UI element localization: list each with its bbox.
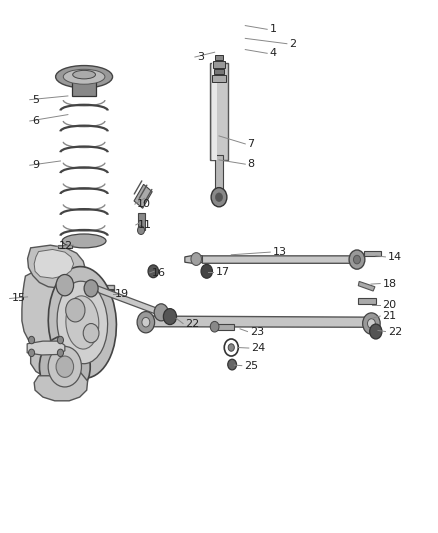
Ellipse shape: [66, 296, 99, 349]
Polygon shape: [28, 245, 85, 288]
Polygon shape: [202, 256, 357, 263]
Text: 10: 10: [137, 199, 151, 209]
Circle shape: [66, 298, 85, 322]
Text: 3: 3: [197, 52, 204, 62]
Circle shape: [228, 344, 234, 351]
Circle shape: [363, 313, 380, 334]
Text: 24: 24: [251, 343, 265, 353]
Circle shape: [28, 336, 35, 344]
Circle shape: [370, 324, 382, 339]
Polygon shape: [34, 249, 74, 278]
Circle shape: [56, 274, 74, 296]
Bar: [364, 251, 381, 256]
Circle shape: [56, 356, 74, 377]
Circle shape: [215, 193, 223, 201]
Polygon shape: [90, 285, 164, 316]
Circle shape: [142, 317, 150, 327]
Circle shape: [191, 253, 201, 265]
Circle shape: [137, 311, 155, 333]
Circle shape: [228, 359, 237, 370]
Bar: [72, 75, 96, 96]
Text: 7: 7: [247, 139, 254, 149]
Circle shape: [57, 336, 64, 344]
Circle shape: [148, 265, 159, 278]
Circle shape: [353, 255, 360, 264]
Bar: [81, 285, 114, 296]
Text: 23: 23: [250, 327, 264, 336]
Bar: [214, 69, 224, 74]
Circle shape: [367, 319, 375, 328]
Bar: [212, 63, 217, 160]
Circle shape: [83, 324, 99, 343]
Circle shape: [163, 309, 177, 325]
Text: 9: 9: [32, 160, 39, 170]
Bar: [134, 184, 152, 208]
Circle shape: [211, 188, 227, 207]
Circle shape: [39, 336, 90, 398]
Text: 20: 20: [382, 300, 396, 310]
Circle shape: [48, 346, 81, 387]
Polygon shape: [27, 341, 65, 355]
Bar: [215, 155, 223, 197]
Circle shape: [84, 280, 98, 297]
Text: 14: 14: [388, 252, 402, 262]
Text: 22: 22: [185, 319, 200, 328]
Circle shape: [201, 264, 212, 278]
Text: 22: 22: [388, 327, 402, 336]
Circle shape: [28, 349, 35, 357]
Bar: [138, 213, 145, 230]
Text: 8: 8: [247, 159, 254, 169]
Circle shape: [224, 339, 238, 356]
Ellipse shape: [73, 70, 95, 79]
Ellipse shape: [56, 66, 113, 88]
Polygon shape: [140, 316, 371, 327]
Text: 17: 17: [215, 267, 230, 277]
Circle shape: [138, 226, 145, 235]
Text: 2: 2: [289, 39, 296, 49]
Text: 21: 21: [382, 311, 396, 321]
Bar: [210, 63, 228, 160]
Text: 18: 18: [382, 279, 396, 288]
Text: 13: 13: [272, 247, 286, 257]
Polygon shape: [58, 245, 72, 248]
Text: 6: 6: [32, 116, 39, 126]
Text: 5: 5: [32, 95, 39, 104]
Polygon shape: [185, 255, 202, 264]
Ellipse shape: [62, 234, 106, 248]
Bar: [215, 55, 223, 60]
Ellipse shape: [57, 281, 108, 364]
Text: 1: 1: [269, 25, 276, 34]
Ellipse shape: [48, 266, 117, 378]
Polygon shape: [22, 272, 82, 352]
Bar: [215, 324, 234, 330]
Text: 11: 11: [138, 220, 152, 230]
Polygon shape: [34, 373, 88, 401]
Text: 19: 19: [115, 289, 129, 299]
Text: 4: 4: [269, 49, 276, 58]
Circle shape: [57, 349, 64, 357]
Ellipse shape: [63, 69, 105, 84]
Polygon shape: [31, 340, 85, 378]
Bar: [212, 75, 226, 82]
Circle shape: [349, 250, 365, 269]
Circle shape: [210, 321, 219, 332]
Circle shape: [154, 304, 168, 321]
Bar: [213, 61, 225, 68]
Polygon shape: [358, 281, 375, 291]
Text: 15: 15: [12, 294, 26, 303]
Text: 25: 25: [244, 361, 258, 370]
Text: 12: 12: [59, 241, 73, 251]
Bar: [358, 298, 376, 304]
Text: 16: 16: [152, 268, 166, 278]
